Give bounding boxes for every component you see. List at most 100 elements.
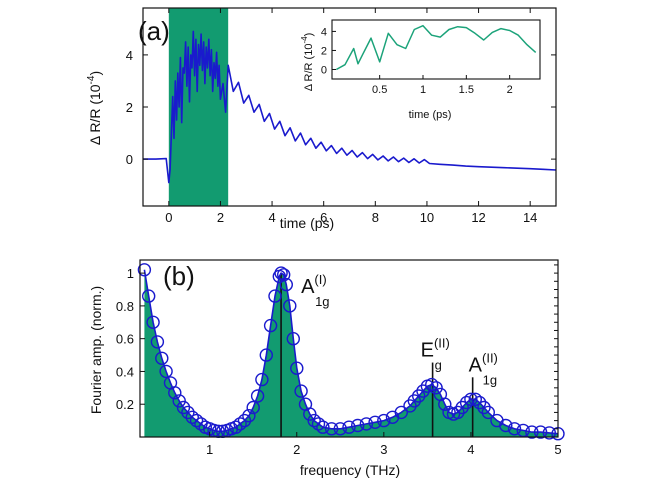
panel-b-data-marker: [459, 395, 474, 410]
panel-b-x-tick-label: 2: [293, 442, 300, 457]
panel-b-data-marker: [394, 405, 408, 420]
panel-b-data-marker: [412, 389, 426, 403]
panel-b-data-marker: [468, 392, 482, 406]
panel-b-y-axis: 0.2 0.4 0.6 0.8 1: [116, 264, 558, 430]
inset-background: [332, 20, 540, 79]
panel-a-y-axis-label-close: ): [87, 71, 103, 76]
peak-label-subscript: 1g: [315, 294, 329, 309]
panel-b-data-marker: [237, 413, 252, 428]
panel-a-y-axis-label-exp: -4: [86, 75, 97, 84]
panel-a-x-tick-label: 12: [471, 210, 485, 225]
panel-b-data-marker: [311, 417, 326, 431]
panel-b-data-marker: [277, 268, 291, 282]
panel-b-annotations: A(I) 1gE(II) g A(II) 1g: [301, 272, 498, 387]
panel-b-x-axis-label: frequency (THz): [300, 462, 400, 478]
panel-a-label: (a): [138, 16, 170, 46]
inset-series-group: [335, 24, 537, 71]
panel-b-data-marker: [146, 315, 160, 329]
inset-x-axis: 0.5 1 1.5 2: [372, 75, 513, 96]
inset-y-tick-label: 4: [321, 26, 327, 38]
panel-a-series-group: [143, 30, 557, 184]
inset-plot-frame: [331, 19, 541, 80]
panel-b-y-tick-label: 1: [127, 266, 134, 281]
panel-b-fit-line: [143, 269, 559, 435]
panel-b-data-marker: [233, 417, 247, 431]
inset-y-tick-label: 2: [321, 45, 327, 57]
panel-b-data-marker: [455, 400, 469, 415]
panel-a-y-axis-label-text: Δ R/R (10: [87, 84, 103, 145]
panel-b-data-marker: [255, 372, 269, 387]
panel-a-x-tick-label: 2: [217, 210, 224, 225]
panel-b-data-marker: [351, 418, 365, 433]
panel-b-peak-label: E(II) g: [421, 336, 450, 373]
panel-b-data-marker: [425, 377, 439, 392]
panel-b-data-marker: [407, 394, 421, 408]
inset-x-tick-label: 1: [420, 84, 426, 96]
panel-b-data-marker: [274, 266, 288, 280]
panel-b-y-tick-label: 0.2: [116, 397, 134, 412]
panel-b-data-marker: [359, 417, 374, 431]
inset-y-axis-label-exp: -4: [300, 36, 309, 44]
panel-b-data-marker: [438, 397, 452, 411]
inset-x-tick-label: 0.5: [372, 84, 387, 96]
panel-b-x-tick-label: 4: [467, 442, 474, 457]
panel-b-peak-label: A(I) 1g: [301, 272, 329, 309]
panel-b-x-tick-label: 1: [206, 442, 213, 457]
panel-a-y-tick-label: 4: [126, 48, 133, 63]
peak-label-superscript: (II): [434, 336, 450, 351]
panel-b-x-tick-label: 3: [380, 442, 387, 457]
panel-b-x-axis: 1 2 3 4 5: [206, 432, 562, 457]
panel-b-data-marker: [472, 395, 487, 410]
inset-y-axis-label-text: Δ R/R (10: [303, 44, 315, 92]
panel-b-data-marker: [229, 420, 243, 434]
panel-b-data-marker: [451, 405, 465, 420]
panel-b-data-marker: [159, 364, 173, 379]
panel-b-annotation-lines: [280, 273, 474, 437]
inset-y-axis-label-close: ): [303, 33, 315, 37]
panel-b-y-tick-label: 0.8: [116, 299, 134, 314]
panel-a-x-tick-label: 4: [268, 210, 275, 225]
panel-b-data-marker: [168, 386, 182, 400]
peak-label-base: A: [469, 354, 483, 376]
panel-b-markers-group: [137, 263, 565, 441]
panel-b-data-marker: [464, 392, 478, 406]
panel-b-data-marker: [307, 413, 321, 428]
panel-b-data-marker: [172, 394, 186, 408]
panel-b-data-marker: [150, 335, 165, 349]
inset-y-axis: 0 2 4: [321, 26, 336, 76]
panel-b-data-marker: [189, 413, 204, 428]
panel-b-peak-label: A(II) 1g: [469, 350, 498, 387]
panel-b-data-marker: [279, 277, 293, 292]
panel-b-data-marker: [477, 400, 491, 415]
panel-a-x-tick-label: 10: [420, 210, 434, 225]
peak-label-superscript: (II): [482, 350, 498, 365]
panel-a-x-tick-label: 6: [320, 210, 327, 225]
panel-b-label: (b): [163, 261, 195, 291]
panel-a-y-axis-label: Δ R/R (10-4): [86, 71, 103, 145]
panel-b-data-marker: [268, 289, 282, 303]
panel-b-data-marker: [246, 400, 260, 415]
panel-b-data-marker: [263, 318, 278, 333]
inset-x-tick-label: 2: [507, 84, 513, 96]
panel-b-y-axis-label: Fourier amp. (norm.): [88, 286, 104, 414]
inset-y-axis-label: Δ R/R (10-4): [300, 33, 315, 92]
panel-b-fit-group: [143, 269, 559, 435]
inset-x-tick-label: 1.5: [459, 84, 474, 96]
panel-b-y-tick-label: 0.6: [116, 332, 134, 347]
peak-label-base: E: [421, 340, 434, 362]
panel-a-x-tick-label: 14: [523, 210, 537, 225]
panel-a-x-tick-label: 8: [372, 210, 379, 225]
peak-label-subscript: 1g: [483, 372, 497, 387]
panel-b-data-marker: [499, 418, 513, 433]
panel-a-y-axis: 0 2 4: [126, 48, 556, 167]
panel-b-plot-frame: [139, 259, 559, 438]
panel-b-data-marker: [516, 423, 530, 438]
panel-a-x-axis: 0 2 4 6 8 10 12 14: [165, 8, 537, 225]
panel-b-data-marker: [181, 405, 195, 420]
panel-b-data-marker: [259, 348, 273, 362]
panel-a-x-tick-label: 0: [165, 210, 172, 225]
panel-b-data-marker: [185, 410, 200, 424]
panel-a-x-axis-label: time (ps): [280, 215, 334, 231]
